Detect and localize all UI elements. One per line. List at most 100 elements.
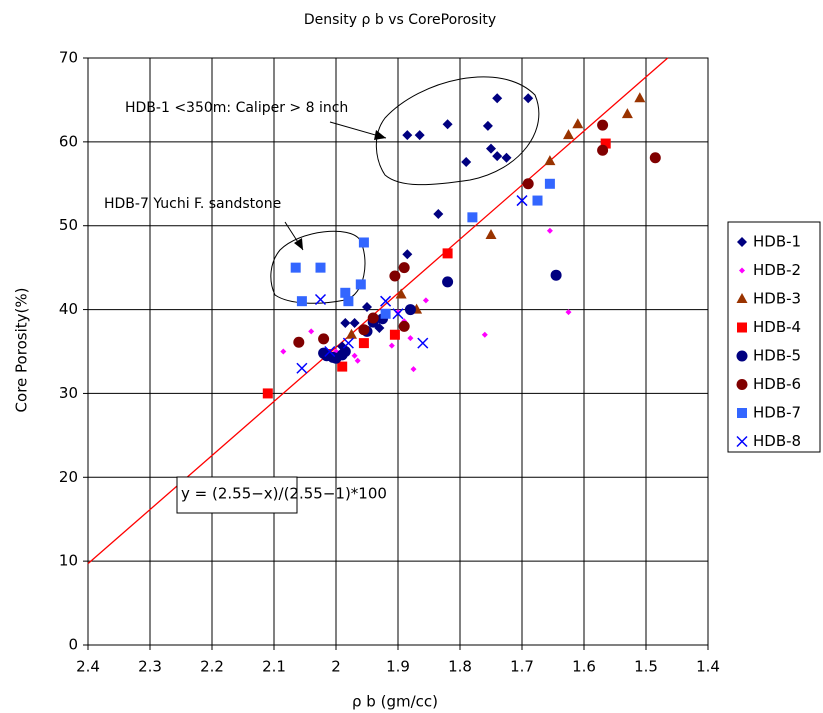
annotation: HDB-7 Yuchi F. sandstone (104, 196, 281, 212)
point (293, 336, 305, 348)
y-tick-label: 50 (59, 216, 78, 234)
point (339, 346, 351, 357)
x-tick-label: 2.1 (262, 658, 286, 676)
legend-label: HDB-3 (753, 290, 801, 308)
x-tick-label: 2.3 (138, 658, 162, 676)
point (358, 237, 369, 248)
legend-label: HDB-5 (753, 347, 801, 365)
point (501, 152, 512, 163)
legend-label: HDB-2 (753, 261, 801, 279)
legend-label: HDB-4 (753, 318, 801, 336)
annotation: HDB-1 <350m: Caliper > 8 inch (125, 100, 348, 116)
point (395, 288, 407, 299)
point (467, 212, 478, 223)
point (442, 248, 453, 259)
point (522, 178, 534, 190)
y-tick-label: 0 (68, 636, 78, 654)
point (404, 304, 416, 316)
point (410, 366, 417, 373)
legend-label: HDB-7 (753, 404, 801, 422)
legend-marker (737, 408, 747, 418)
x-tick-label: 1.6 (572, 658, 596, 676)
equation: y = (2.55−x)/(2.55−1)*100 (181, 485, 387, 503)
point (544, 155, 556, 166)
point (367, 312, 379, 324)
point (380, 308, 391, 319)
x-tick-label: 1.4 (696, 658, 720, 676)
point (395, 309, 401, 316)
point (482, 120, 493, 131)
point (290, 262, 301, 273)
legend-marker (737, 322, 747, 333)
point (315, 262, 326, 273)
legend-marker (736, 435, 748, 448)
y-axis-label: Core Porosity(%) (13, 288, 31, 413)
point (308, 328, 315, 335)
legend-marker (737, 237, 747, 247)
point (572, 118, 584, 129)
point (516, 195, 528, 207)
legend-label: HDB-1 (753, 233, 801, 251)
point (389, 270, 401, 282)
legend-marker (736, 379, 748, 390)
point (442, 276, 454, 288)
point (442, 119, 453, 130)
point (321, 350, 333, 362)
point (523, 93, 534, 104)
point (358, 338, 369, 349)
y-tick-label: 40 (59, 300, 78, 318)
hdb1-outline (375, 76, 540, 186)
point (544, 178, 555, 189)
point (634, 92, 646, 103)
y-tick-label: 20 (59, 468, 78, 486)
point (398, 320, 410, 332)
point (392, 308, 404, 320)
point (362, 302, 372, 313)
legend-marker (739, 267, 745, 274)
point (380, 295, 392, 307)
point (546, 227, 553, 234)
point (649, 152, 661, 164)
point (461, 156, 472, 167)
legend-label: HDB-6 (753, 375, 801, 393)
point (407, 335, 414, 342)
point (340, 287, 351, 298)
point (296, 362, 308, 374)
point (354, 357, 361, 364)
point (337, 361, 348, 372)
point (324, 345, 336, 358)
point (398, 262, 410, 274)
point (422, 297, 429, 304)
point (433, 208, 444, 219)
point (597, 119, 609, 131)
x-axis-label: ρ b (gm/cc) (352, 693, 438, 711)
point (414, 130, 425, 141)
point (349, 317, 360, 328)
point (563, 129, 574, 140)
point (492, 93, 503, 104)
hdb7-arrowhead (294, 238, 303, 250)
chart-title: Density ρ b vs CorePorosity (304, 12, 496, 28)
x-tick-label: 1.9 (386, 658, 410, 676)
point (485, 228, 497, 239)
point (621, 108, 633, 119)
y-tick-label: 10 (59, 552, 78, 570)
legend-label: HDB-8 (753, 432, 801, 450)
y-tick-label: 60 (59, 132, 78, 150)
point (486, 143, 496, 154)
point (600, 138, 611, 149)
point (481, 331, 488, 338)
point (280, 348, 287, 355)
x-tick-label: 1.7 (510, 658, 534, 676)
hdb1-arrowhead (374, 130, 386, 140)
point (565, 309, 572, 316)
point (351, 352, 358, 359)
point (417, 337, 429, 349)
point (402, 130, 413, 141)
point (358, 324, 370, 336)
point (389, 329, 400, 340)
point (314, 293, 327, 306)
point (340, 317, 351, 328)
point (296, 296, 307, 307)
